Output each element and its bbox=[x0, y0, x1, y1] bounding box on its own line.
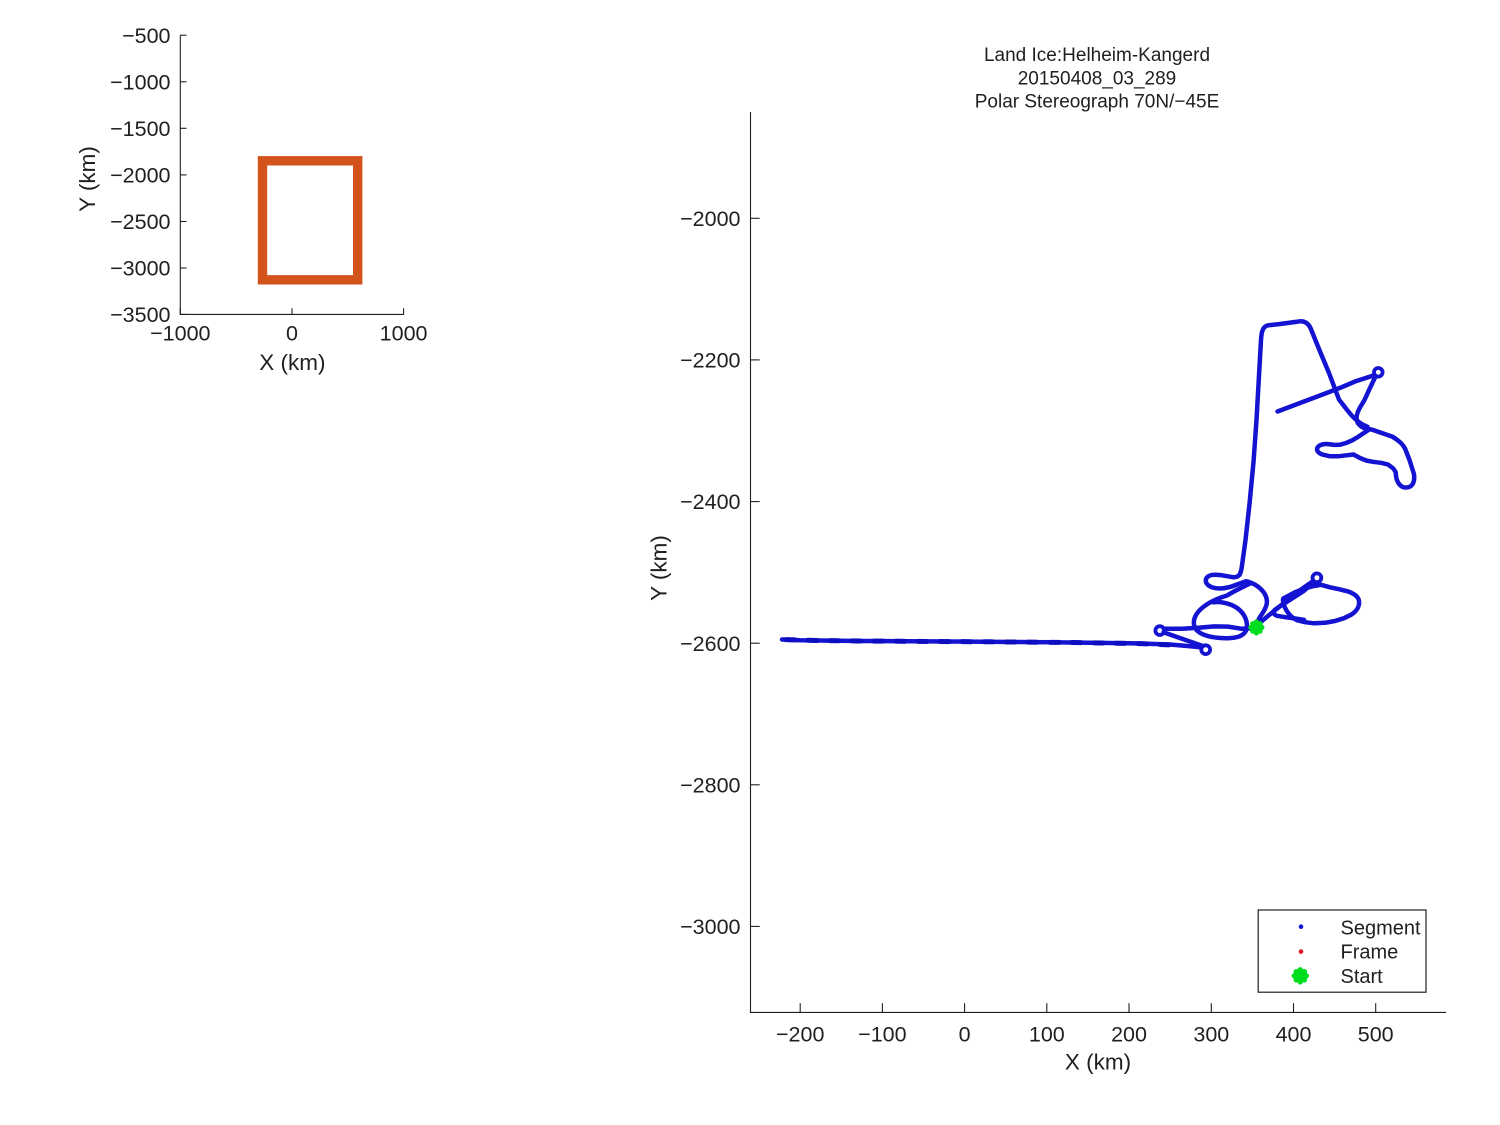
svg-text:300: 300 bbox=[1193, 1023, 1229, 1047]
svg-text:−1000: −1000 bbox=[150, 322, 210, 346]
svg-text:Segment: Segment bbox=[1341, 918, 1421, 940]
svg-text:−200: −200 bbox=[776, 1023, 824, 1047]
svg-text:−2200: −2200 bbox=[680, 349, 740, 373]
svg-text:−100: −100 bbox=[858, 1023, 906, 1047]
svg-text:−2500: −2500 bbox=[110, 210, 170, 234]
svg-text:1000: 1000 bbox=[380, 322, 428, 346]
svg-text:Y (km): Y (km) bbox=[75, 146, 100, 212]
svg-text:−2600: −2600 bbox=[680, 632, 740, 656]
svg-text:Frame: Frame bbox=[1341, 942, 1399, 964]
svg-text:100: 100 bbox=[1029, 1023, 1065, 1047]
svg-text:X (km): X (km) bbox=[1065, 1050, 1131, 1075]
svg-text:20150408_03_289: 20150408_03_289 bbox=[1018, 69, 1177, 90]
svg-text:−2000: −2000 bbox=[680, 207, 740, 231]
svg-text:Polar Stereograph 70N/−45E: Polar Stereograph 70N/−45E bbox=[975, 92, 1220, 113]
svg-text:400: 400 bbox=[1276, 1023, 1312, 1047]
svg-text:X (km): X (km) bbox=[259, 350, 325, 375]
svg-text:Y (km): Y (km) bbox=[647, 535, 672, 601]
svg-text:Start: Start bbox=[1341, 966, 1384, 988]
svg-text:0: 0 bbox=[286, 322, 298, 346]
svg-text:−2400: −2400 bbox=[680, 490, 740, 514]
svg-text:−3000: −3000 bbox=[680, 915, 740, 939]
svg-text:−3000: −3000 bbox=[110, 257, 170, 281]
svg-text:−500: −500 bbox=[122, 24, 170, 48]
svg-text:−2000: −2000 bbox=[110, 164, 170, 188]
svg-text:Land Ice:Helheim-Kangerd: Land Ice:Helheim-Kangerd bbox=[984, 45, 1210, 66]
svg-text:−2800: −2800 bbox=[680, 773, 740, 797]
svg-text:−1000: −1000 bbox=[110, 70, 170, 94]
svg-text:−1500: −1500 bbox=[110, 117, 170, 141]
svg-text:200: 200 bbox=[1111, 1023, 1147, 1047]
svg-text:−3500: −3500 bbox=[110, 303, 170, 327]
svg-text:500: 500 bbox=[1358, 1023, 1394, 1047]
svg-text:0: 0 bbox=[959, 1023, 971, 1047]
